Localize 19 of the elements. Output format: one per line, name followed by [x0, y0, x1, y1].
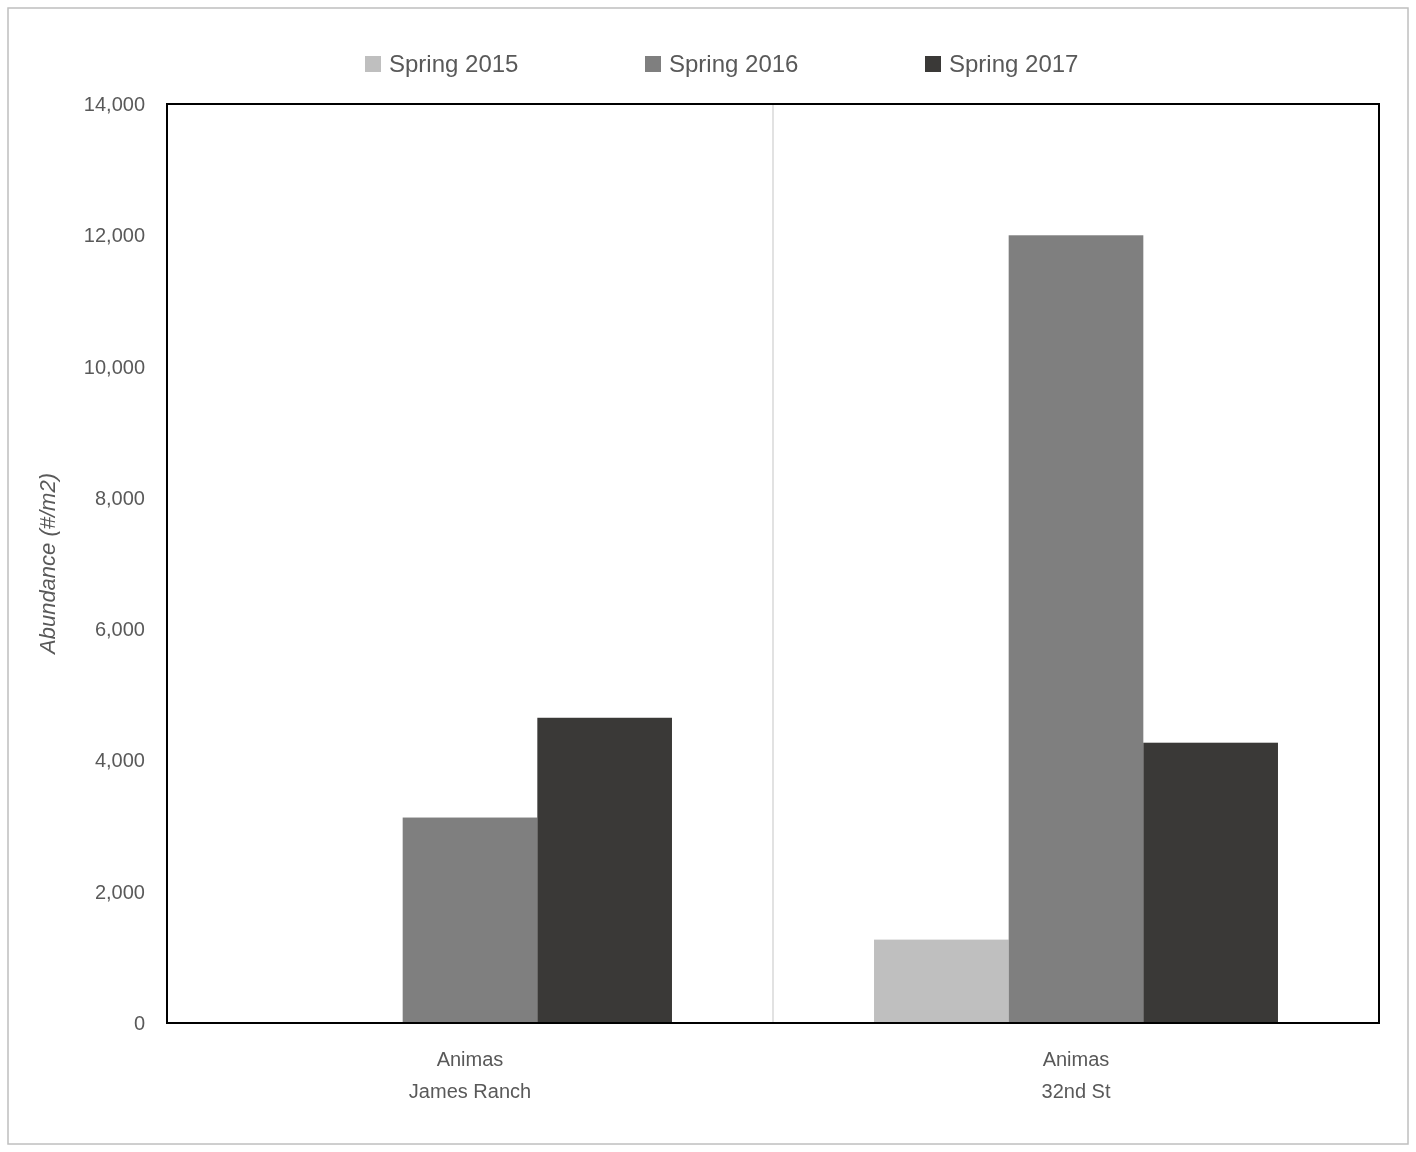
y-tick-label: 2,000: [94, 880, 145, 903]
x-tick-label: Animas James Ranch: [408, 1048, 532, 1102]
bar: [537, 717, 672, 1023]
y-tick-label: 10,000: [83, 355, 145, 378]
y-tick-label: 4,000: [94, 749, 145, 772]
bar: [1008, 235, 1144, 1023]
bar: [874, 939, 1009, 1023]
y-tick-label: 12,000: [83, 224, 145, 247]
y-tick-label: 14,000: [83, 93, 145, 115]
bar: [402, 817, 538, 1023]
y-axis-title: Abundance (#/m2): [35, 473, 60, 656]
legend-label: Spring 2017: [949, 50, 1079, 78]
y-tick-label: 0: [133, 1012, 145, 1034]
x-tick-label: Animas 32nd St: [1041, 1048, 1111, 1102]
bar: [1143, 742, 1278, 1023]
y-tick-label: 8,000: [94, 486, 145, 509]
legend-label: Spring 2016: [669, 50, 799, 78]
y-tick-label: 6,000: [94, 618, 145, 641]
legend-label: Spring 2015: [389, 50, 519, 78]
